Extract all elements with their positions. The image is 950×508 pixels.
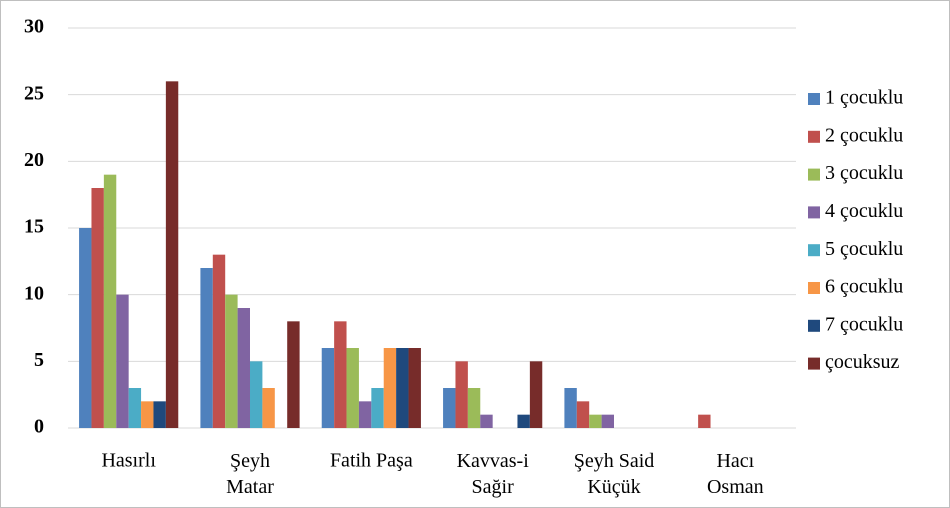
bar xyxy=(601,414,614,428)
bar xyxy=(103,174,117,428)
legend-label: 5 çocuklu xyxy=(825,238,903,260)
bar xyxy=(262,388,275,428)
legend-swatch xyxy=(808,130,820,143)
bar xyxy=(589,414,602,428)
bar xyxy=(576,401,590,428)
legend-label: çocuksuz xyxy=(825,351,900,373)
bar xyxy=(358,401,372,428)
x-tick-label: Kavvas-i Sağir xyxy=(457,450,530,498)
bar xyxy=(165,81,179,428)
bar xyxy=(408,348,421,428)
bar xyxy=(517,414,530,428)
bar xyxy=(383,348,397,428)
bar xyxy=(529,361,543,428)
bar xyxy=(334,321,347,428)
bar xyxy=(141,401,154,428)
legend-swatch xyxy=(808,282,820,294)
bar xyxy=(346,348,359,428)
bar xyxy=(250,361,263,428)
legend-label: 2 çocuklu xyxy=(825,124,903,146)
x-tick-label: Şeyh Said Küçük xyxy=(574,450,655,498)
bar xyxy=(564,388,577,428)
bar xyxy=(116,294,129,428)
y-tick-label: 15 xyxy=(24,216,44,238)
bar xyxy=(225,294,238,428)
y-tick-label: 0 xyxy=(34,416,44,438)
bar xyxy=(698,414,711,428)
bar xyxy=(480,414,493,428)
x-tick-label: Hasırlı xyxy=(101,450,156,472)
bar xyxy=(200,268,213,428)
bar xyxy=(79,228,92,428)
y-tick-label: 25 xyxy=(24,82,44,104)
legend-label: 7 çocuklu xyxy=(825,313,903,335)
legend-label: 6 çocuklu xyxy=(825,276,903,298)
legend-swatch xyxy=(808,319,820,332)
bar xyxy=(371,388,384,428)
legend-label: 4 çocuklu xyxy=(825,200,903,222)
bar xyxy=(443,388,456,428)
y-tick-label: 5 xyxy=(34,349,44,371)
x-tick-label: Şeyh Matar xyxy=(226,450,274,498)
y-tick-label: 10 xyxy=(24,282,44,304)
x-tick-label: Fatih Paşa xyxy=(330,450,413,472)
legend-label: 3 çocuklu xyxy=(825,162,903,184)
bar xyxy=(455,361,468,428)
legend-swatch xyxy=(808,168,820,181)
bar xyxy=(467,388,481,428)
x-tick-label: Hacı Osman xyxy=(707,450,764,498)
legend-swatch xyxy=(808,93,820,105)
bar xyxy=(153,401,166,428)
legend-swatch xyxy=(808,357,820,370)
bar xyxy=(128,388,142,428)
bar xyxy=(212,254,226,428)
bar xyxy=(237,308,250,428)
legend-swatch xyxy=(808,244,820,257)
bar xyxy=(321,348,335,428)
bar xyxy=(91,188,104,428)
legend-swatch xyxy=(808,206,820,219)
y-tick-label: 20 xyxy=(24,149,44,171)
bar xyxy=(396,348,409,428)
bar xyxy=(287,321,300,428)
y-tick-label: 30 xyxy=(24,16,44,38)
legend-label: 1 çocuklu xyxy=(825,87,903,109)
